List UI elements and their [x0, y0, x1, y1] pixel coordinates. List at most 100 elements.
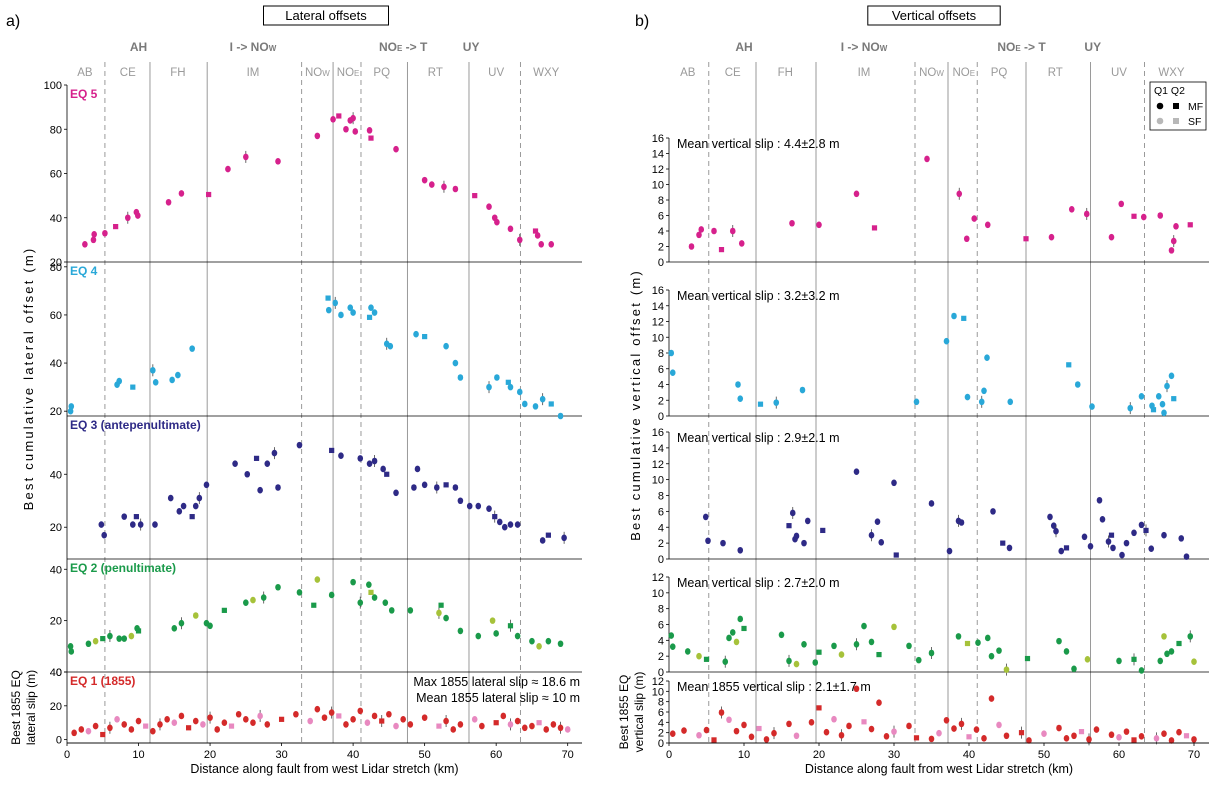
data-point: [1138, 667, 1145, 674]
data-point: [1187, 633, 1194, 640]
data-point: [668, 632, 675, 639]
data-point: [325, 306, 332, 314]
data-point: [332, 299, 339, 307]
y-tick-label: 20: [50, 406, 62, 418]
data-point: [1096, 496, 1103, 504]
data-point: [314, 705, 321, 713]
data-point: [988, 652, 995, 660]
y-tick-label: 10: [652, 180, 664, 192]
data-point: [789, 509, 796, 517]
segment-label: IM: [858, 67, 871, 79]
data-point: [393, 722, 399, 730]
segment-label: PQ: [373, 67, 390, 79]
data-point: [175, 371, 181, 379]
data-point: [343, 721, 349, 728]
y-tick-label: 2: [658, 242, 664, 254]
data-point-square: [113, 224, 119, 230]
data-point: [891, 479, 897, 487]
data-point-square: [143, 723, 149, 729]
data-point: [357, 707, 364, 715]
data-point: [924, 155, 930, 163]
y-tick-label: 2: [658, 728, 664, 740]
data-point: [250, 719, 256, 727]
data-point: [135, 717, 142, 725]
data-point-square: [368, 135, 374, 141]
data-point: [366, 460, 373, 467]
data-point: [225, 165, 231, 173]
legend-mf-label: MF: [1188, 101, 1203, 113]
row-label: EQ 3 (antepenultimate): [70, 418, 201, 432]
data-point: [846, 722, 852, 730]
data-point: [838, 651, 845, 658]
segment-label: FH: [778, 67, 793, 79]
y-tick-label: 6: [658, 364, 664, 376]
data-point: [737, 615, 744, 623]
data-point: [514, 717, 521, 725]
data-point: [868, 638, 875, 646]
data-point: [996, 647, 1002, 654]
data-point: [102, 229, 108, 237]
segment-label: NOW: [919, 67, 944, 79]
data-point: [705, 537, 711, 545]
data-point: [557, 724, 564, 732]
data-point: [771, 729, 777, 737]
data-point: [137, 521, 144, 528]
data-point: [496, 518, 503, 526]
data-point: [382, 599, 389, 606]
data-point: [928, 735, 935, 743]
data-point-square: [366, 314, 373, 320]
data-point: [347, 304, 354, 312]
data-point: [350, 309, 356, 316]
data-point: [368, 304, 374, 312]
data-point: [741, 721, 747, 729]
data-point: [1089, 403, 1095, 410]
data-point: [486, 383, 492, 391]
data-point: [214, 726, 221, 733]
data-point: [793, 532, 800, 540]
data-point-square: [336, 113, 342, 119]
data-point: [1148, 545, 1155, 552]
data-point: [275, 158, 281, 165]
x-tick-label: 60: [490, 749, 502, 761]
data-point: [545, 637, 552, 645]
data-point: [350, 716, 356, 723]
data-point: [1161, 633, 1167, 640]
data-point-square: [756, 725, 762, 732]
data-point: [150, 727, 156, 735]
data-point: [135, 212, 141, 219]
legend-q2-mf: [1173, 103, 1179, 109]
data-point: [413, 330, 419, 338]
data-point: [786, 720, 792, 728]
x-tick-label: 40: [347, 749, 359, 761]
data-point: [958, 519, 965, 526]
segment-label: RT: [428, 67, 443, 79]
data-point: [428, 181, 435, 188]
x-axis-label: Distance along fault from west Lidar str…: [190, 762, 458, 776]
data-point: [189, 345, 195, 352]
data-point: [1157, 657, 1164, 665]
data-point: [400, 716, 406, 723]
y-tick-label: 14: [652, 443, 664, 455]
data-point-square: [336, 713, 342, 719]
x-tick-label: 10: [738, 749, 750, 761]
segment-label: FH: [170, 67, 185, 79]
row-annotation: Mean 1855 lateral slip ≈ 10 m: [416, 691, 580, 705]
data-point: [1071, 732, 1077, 740]
data-point-square: [1131, 213, 1137, 219]
data-point: [178, 190, 185, 197]
y-tick-label: 0: [658, 667, 664, 679]
data-point: [669, 730, 676, 737]
data-point-square: [1183, 733, 1190, 739]
y-tick-label: 80: [50, 124, 62, 136]
data-point: [1157, 212, 1164, 219]
data-point: [1118, 200, 1125, 208]
data-point: [975, 639, 981, 647]
data-point: [831, 642, 837, 650]
data-point: [357, 599, 364, 606]
data-point: [68, 403, 75, 410]
y-tick-label: 0: [658, 257, 664, 269]
data-point: [684, 648, 691, 655]
panel-title-a: Lateral offsets: [285, 8, 367, 23]
data-point: [307, 717, 313, 725]
data-point: [1123, 728, 1130, 735]
